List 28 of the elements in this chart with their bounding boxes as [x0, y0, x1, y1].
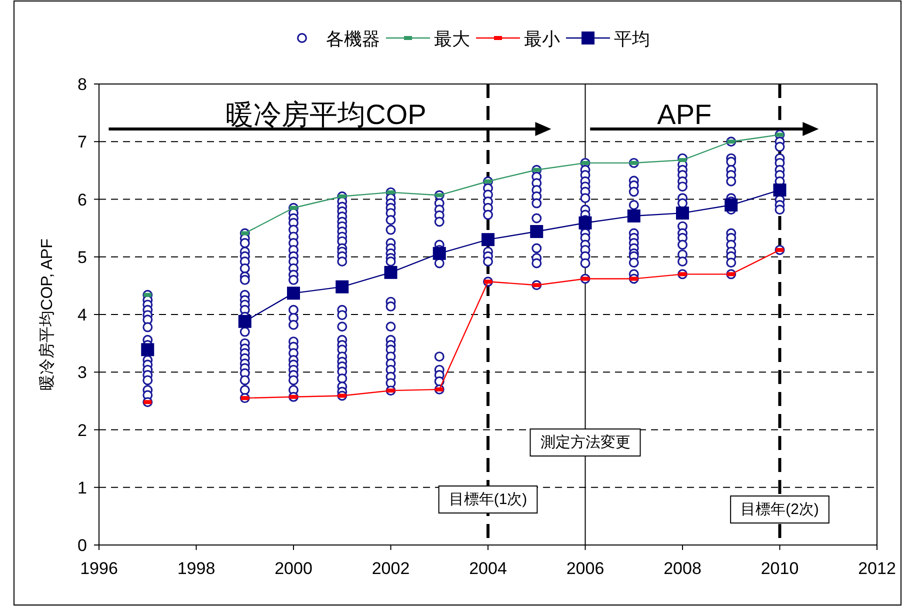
y-axis-title: 暖冷房平均COP, APF: [38, 238, 56, 390]
annotation: 暖冷房平均COP: [226, 99, 426, 130]
y-tick-label: 7: [78, 132, 87, 152]
y-tick-label: 6: [78, 190, 87, 210]
legend-label: 最大: [434, 29, 470, 49]
x-tick-label: 1998: [177, 559, 216, 578]
y-tick-label: 5: [78, 248, 87, 267]
y-tick-label: 1: [78, 478, 87, 498]
legend-label: 最小: [524, 29, 560, 49]
y-tick-label: 0: [78, 536, 87, 555]
x-tick-label: 2012: [858, 559, 896, 578]
annotation: APF: [657, 99, 712, 130]
x-tick-label: 2010: [760, 559, 799, 578]
ref-line-label: 目標年(2次): [740, 501, 819, 518]
ref-line-label: 測定方法変更: [540, 434, 630, 451]
y-tick-label: 3: [78, 363, 87, 382]
ref-line-label: 目標年(1次): [448, 491, 528, 508]
y-tick-label: 4: [78, 306, 87, 324]
x-tick-label: 2004: [469, 559, 507, 578]
x-tick-label: 1996: [80, 559, 118, 578]
legend-label: 平均: [614, 29, 650, 49]
x-tick-label: 2006: [566, 559, 604, 578]
legend-label: 各機器: [326, 29, 380, 49]
x-tick-label: 2002: [372, 559, 410, 578]
y-tick-label: 8: [78, 75, 87, 94]
y-tick-label: 2: [78, 420, 87, 440]
x-tick-label: 2000: [274, 559, 312, 578]
x-tick-label: 2008: [664, 559, 702, 578]
